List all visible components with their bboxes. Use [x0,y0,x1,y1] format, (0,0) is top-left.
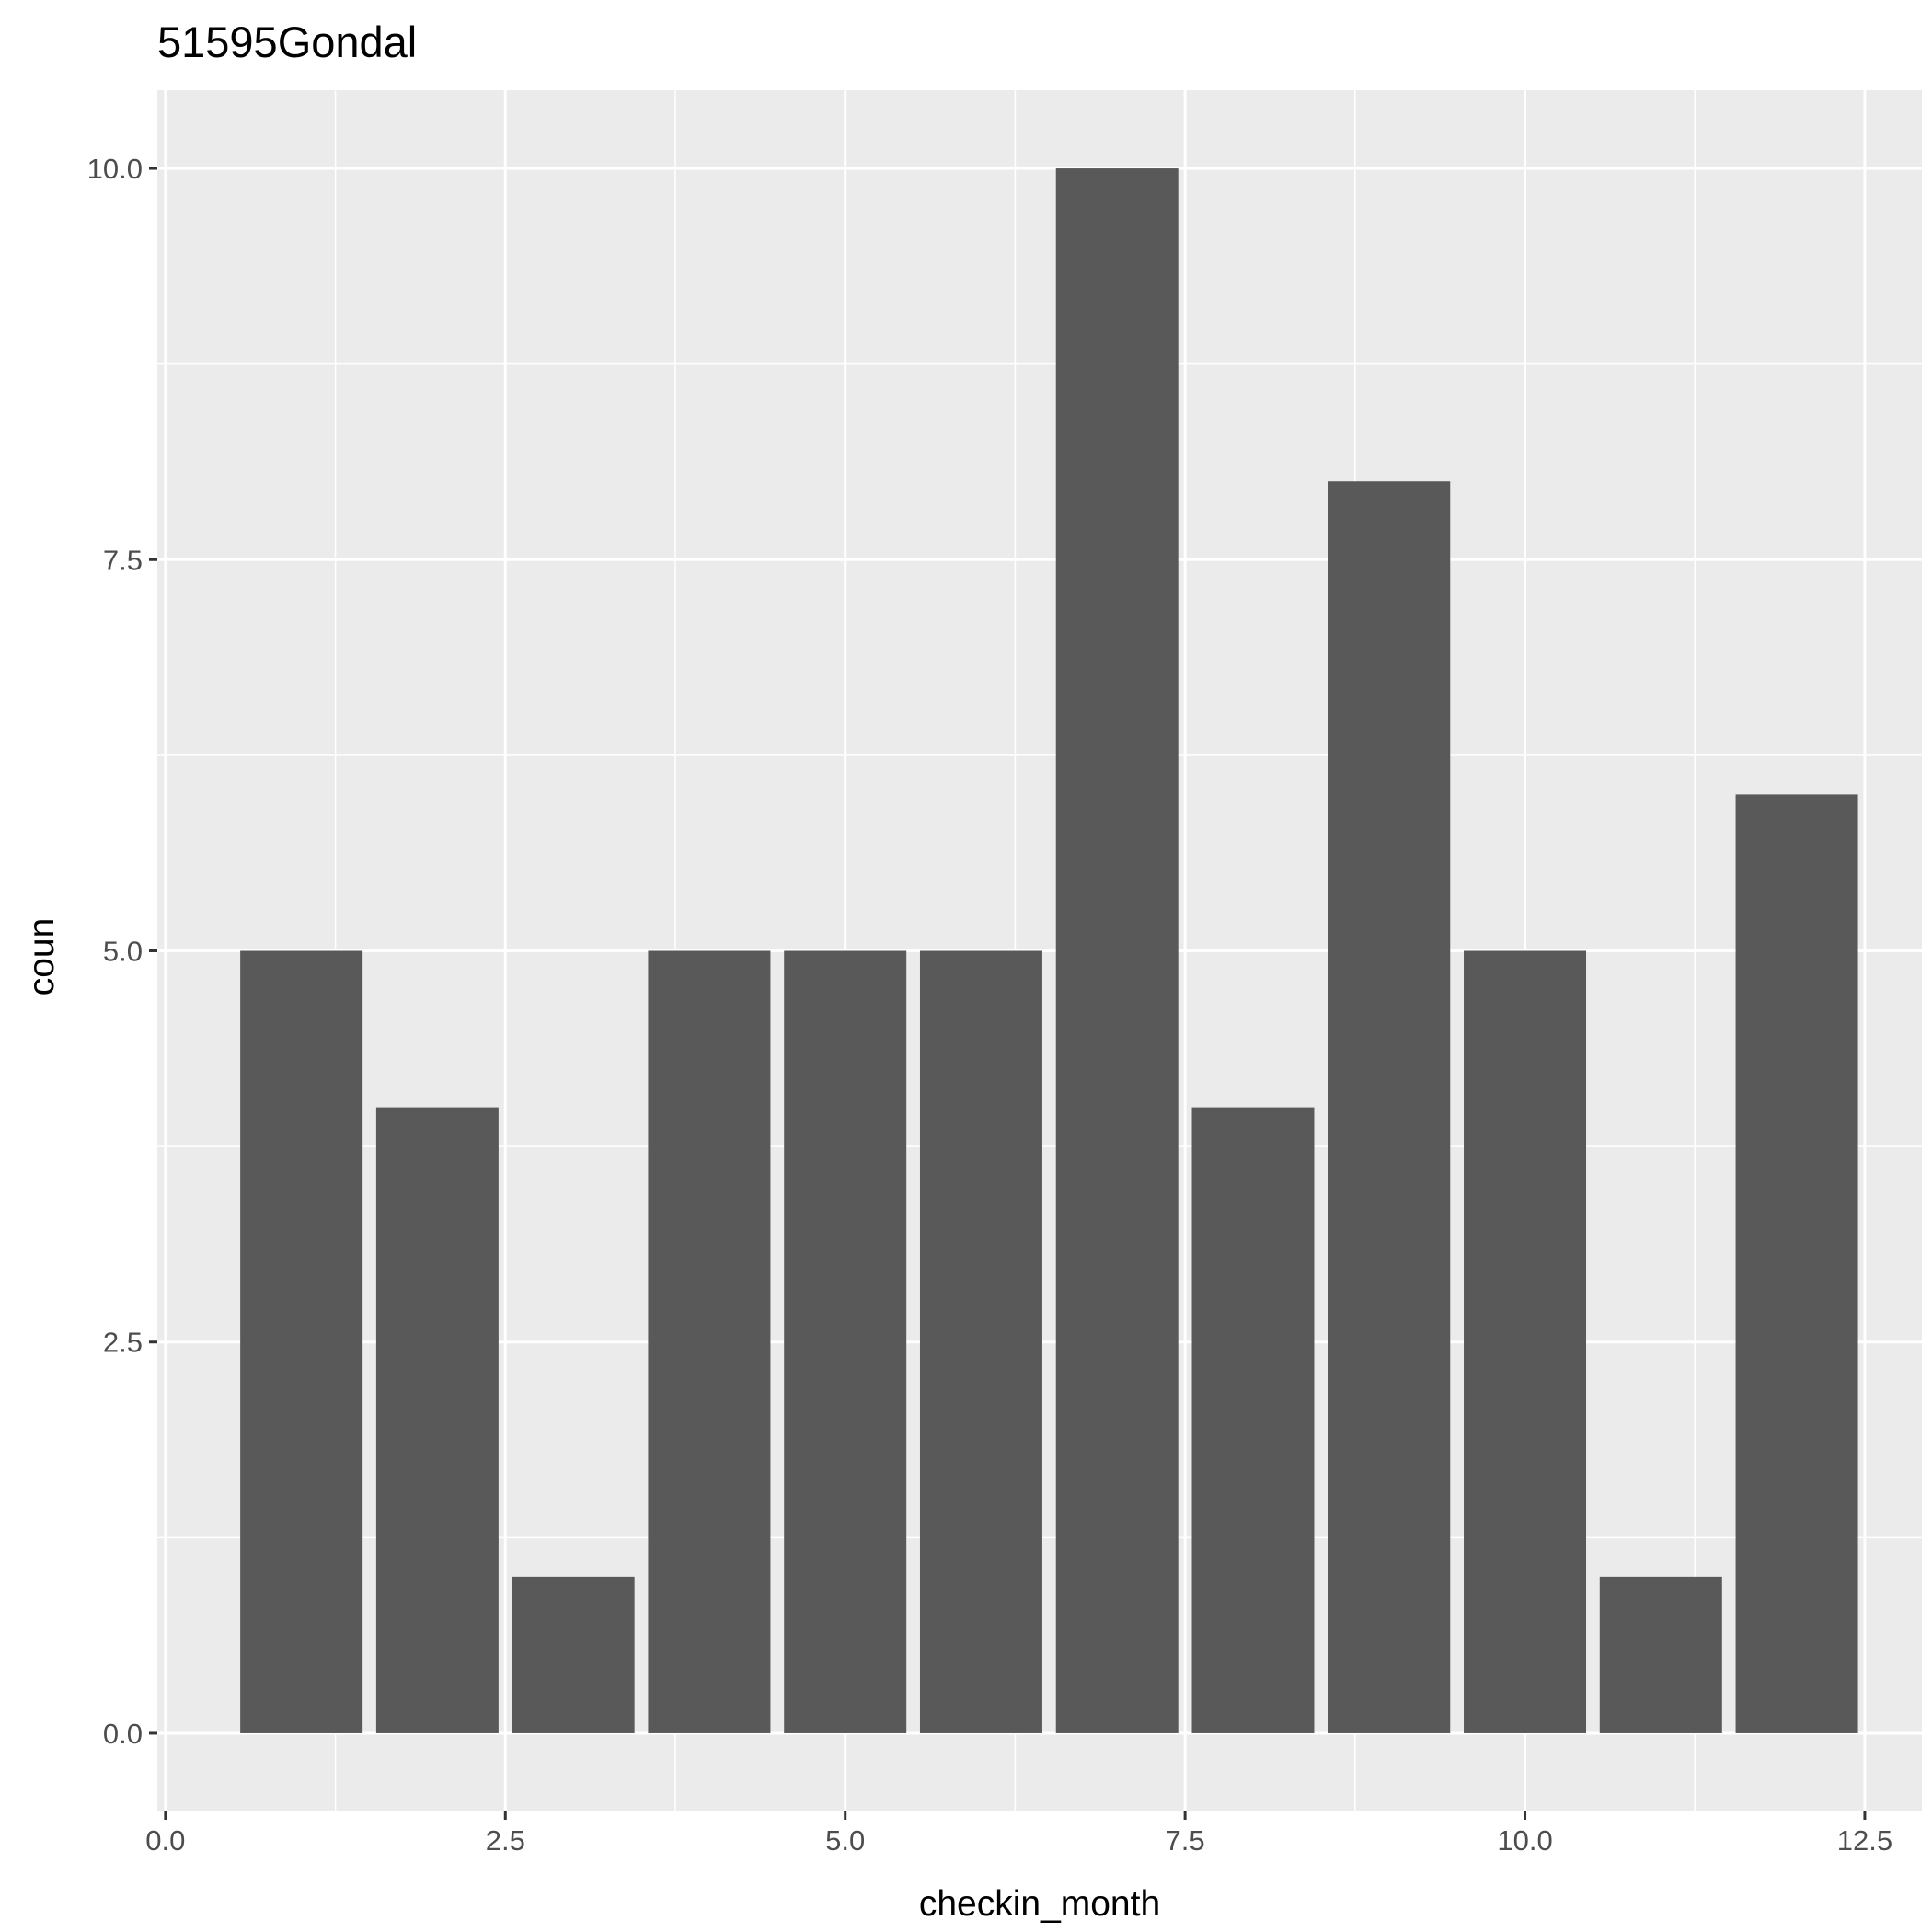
bar [919,950,1042,1733]
y-tick-label: 0.0 [103,1718,143,1750]
x-tick-label: 7.5 [1166,1824,1205,1857]
x-tick-label: 5.0 [825,1824,865,1857]
y-axis-title: coun [22,918,62,996]
bar [1328,481,1451,1733]
chart-title: 51595Gondal [157,17,417,66]
bar [240,950,363,1733]
bar [1464,950,1587,1733]
x-tick-label: 12.5 [1837,1824,1892,1857]
bar [784,950,907,1733]
x-tick-label: 10.0 [1497,1824,1552,1857]
bar [648,950,771,1733]
y-tick-label: 2.5 [103,1327,143,1359]
y-tick-label: 10.0 [87,153,143,185]
bar [512,1576,635,1733]
x-axis: 0.0 2.5 5.0 7.5 10.0 12.5 [145,1811,1892,1857]
bars [240,168,1858,1733]
y-tick-label: 7.5 [103,544,143,576]
bar [1191,1107,1315,1733]
y-axis: 0.0 2.5 5.0 7.5 10.0 [87,153,157,1750]
bar [375,1107,499,1733]
x-axis-title: checkin_month [919,1884,1160,1924]
bar [1599,1576,1722,1733]
y-tick-label: 5.0 [103,936,143,968]
x-tick-label: 2.5 [486,1824,525,1857]
bar [1055,168,1179,1733]
x-tick-label: 0.0 [145,1824,185,1857]
bar [1735,794,1858,1733]
